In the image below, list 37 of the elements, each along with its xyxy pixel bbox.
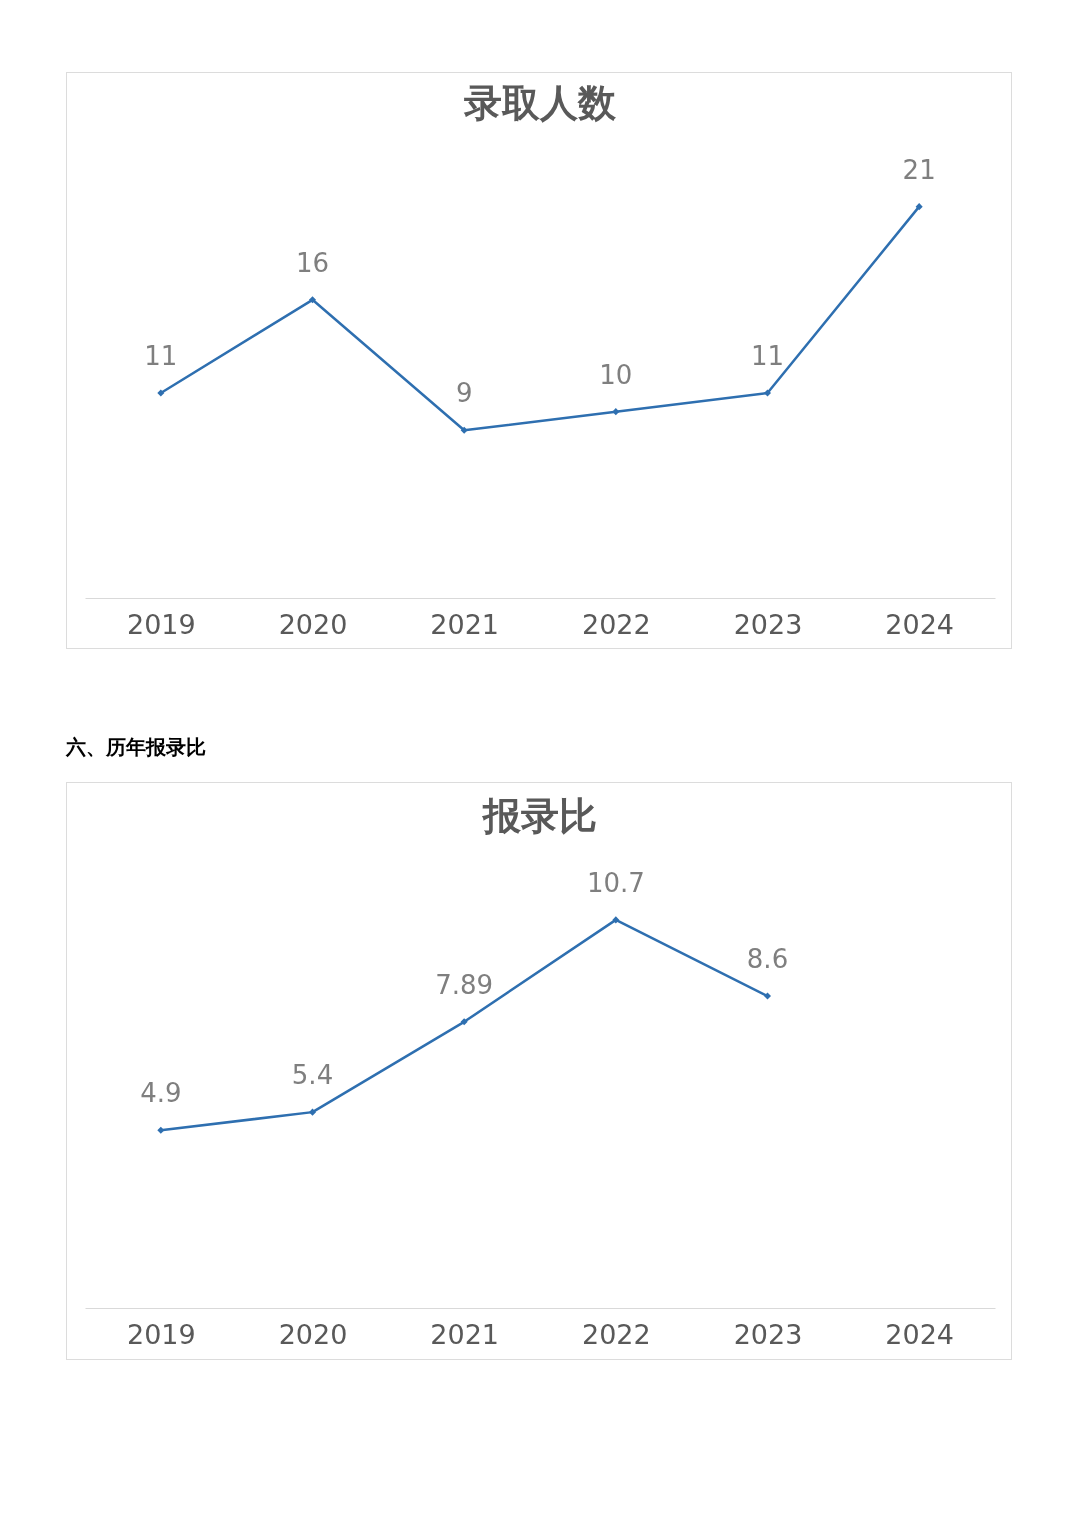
- point: [460, 1018, 468, 1026]
- point: [157, 1126, 165, 1134]
- point: [763, 389, 772, 397]
- point: [915, 203, 923, 211]
- x-tick-label: 2021: [430, 608, 500, 640]
- data-label: 7.89: [435, 969, 494, 1000]
- x-tick-label: 2022: [581, 1318, 651, 1350]
- data-label: 10.7: [586, 867, 645, 898]
- x-tick-label: 2020: [278, 1318, 348, 1350]
- data-label: 10: [599, 359, 633, 390]
- data-label: 9: [455, 378, 473, 409]
- point: [460, 426, 468, 434]
- chart-title: 报录比: [481, 793, 597, 838]
- x-tick-label: 2023: [733, 1318, 803, 1350]
- data-label: 11: [750, 341, 785, 371]
- point: [612, 916, 620, 924]
- x-tick-label: 2023: [733, 608, 803, 640]
- x-tick-label: 2022: [581, 608, 651, 640]
- point: [612, 408, 620, 416]
- point: [308, 1108, 317, 1116]
- x-tick-label: 2019: [126, 608, 196, 640]
- data-label: 21: [902, 154, 936, 185]
- x-tick-label: 2024: [885, 608, 955, 640]
- x-tick-label: 2021: [430, 1318, 500, 1350]
- point: [308, 296, 317, 304]
- data-label: 5.4: [291, 1060, 334, 1091]
- data-label: 8.6: [746, 944, 789, 975]
- x-tick-label: 2020: [278, 608, 348, 640]
- chart-title: 录取人数: [463, 80, 617, 125]
- data-label: 11: [144, 341, 178, 371]
- x-tick-label: 2019: [126, 1318, 196, 1350]
- text: 六、历年报录比: [66, 734, 206, 761]
- point: [157, 389, 165, 397]
- data-label: 16: [295, 247, 330, 278]
- data-label: 4.9: [140, 1078, 182, 1109]
- x-tick-label: 2024: [885, 1318, 955, 1350]
- point: [763, 992, 772, 1000]
